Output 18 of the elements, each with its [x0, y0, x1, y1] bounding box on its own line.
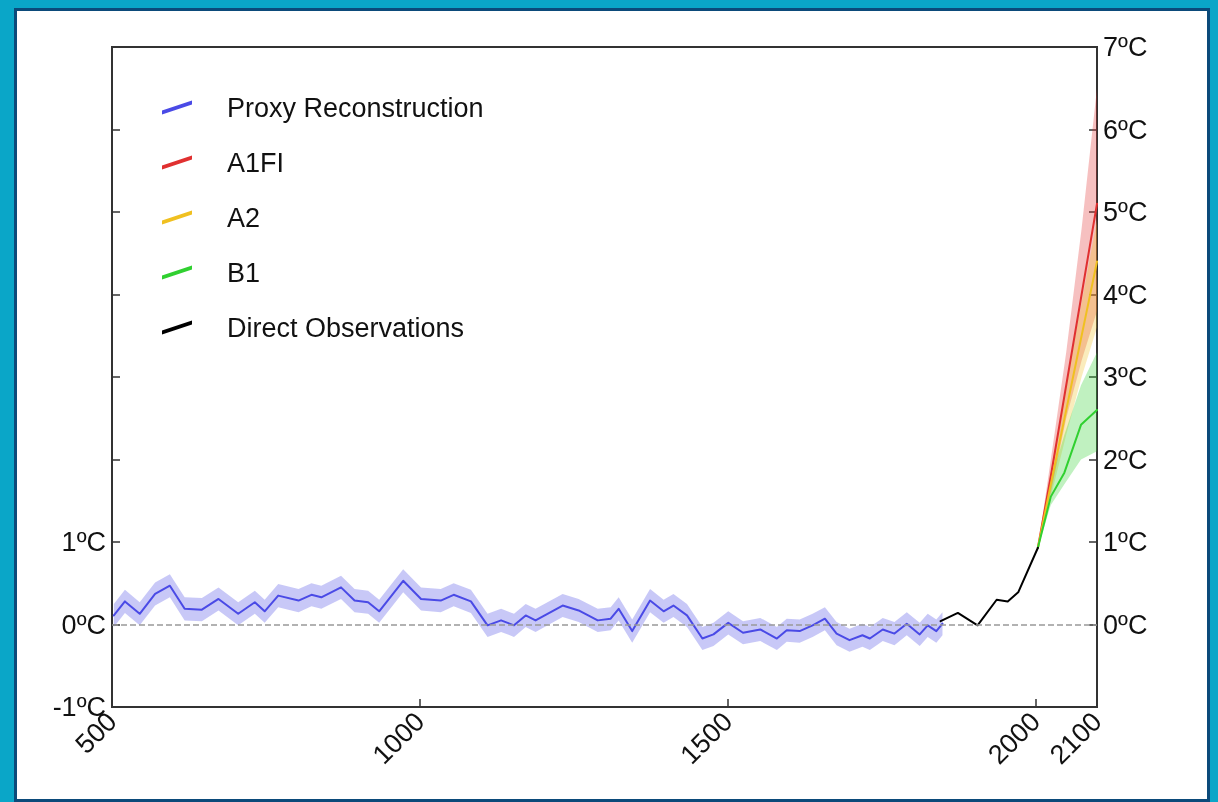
legend-label: Proxy Reconstruction: [227, 92, 484, 123]
y2-tick-label: 4ºC: [1103, 279, 1148, 310]
y2-tick-label: 3ºC: [1103, 362, 1148, 392]
legend-label: Direct Observations: [227, 312, 465, 343]
legend-label: A1FI: [227, 147, 285, 178]
y-tick-label: 0ºC: [61, 609, 106, 640]
y-tick-label: 1ºC: [61, 527, 106, 557]
legend-label: B1: [227, 257, 261, 288]
line-series: [112, 579, 944, 642]
line-series: [939, 546, 1039, 627]
legend-label: A2: [227, 202, 261, 233]
y2-tick-label: 2ºC: [1103, 444, 1148, 475]
y2-tick-label: 1ºC: [1103, 527, 1148, 557]
y2-tick-label: 5ºC: [1103, 197, 1148, 227]
y2-tick-label: 6ºC: [1103, 114, 1148, 145]
y2-tick-label: 0ºC: [1103, 609, 1148, 640]
y2-tick-label: 7ºC: [1103, 32, 1148, 62]
line-series: [1036, 409, 1098, 549]
